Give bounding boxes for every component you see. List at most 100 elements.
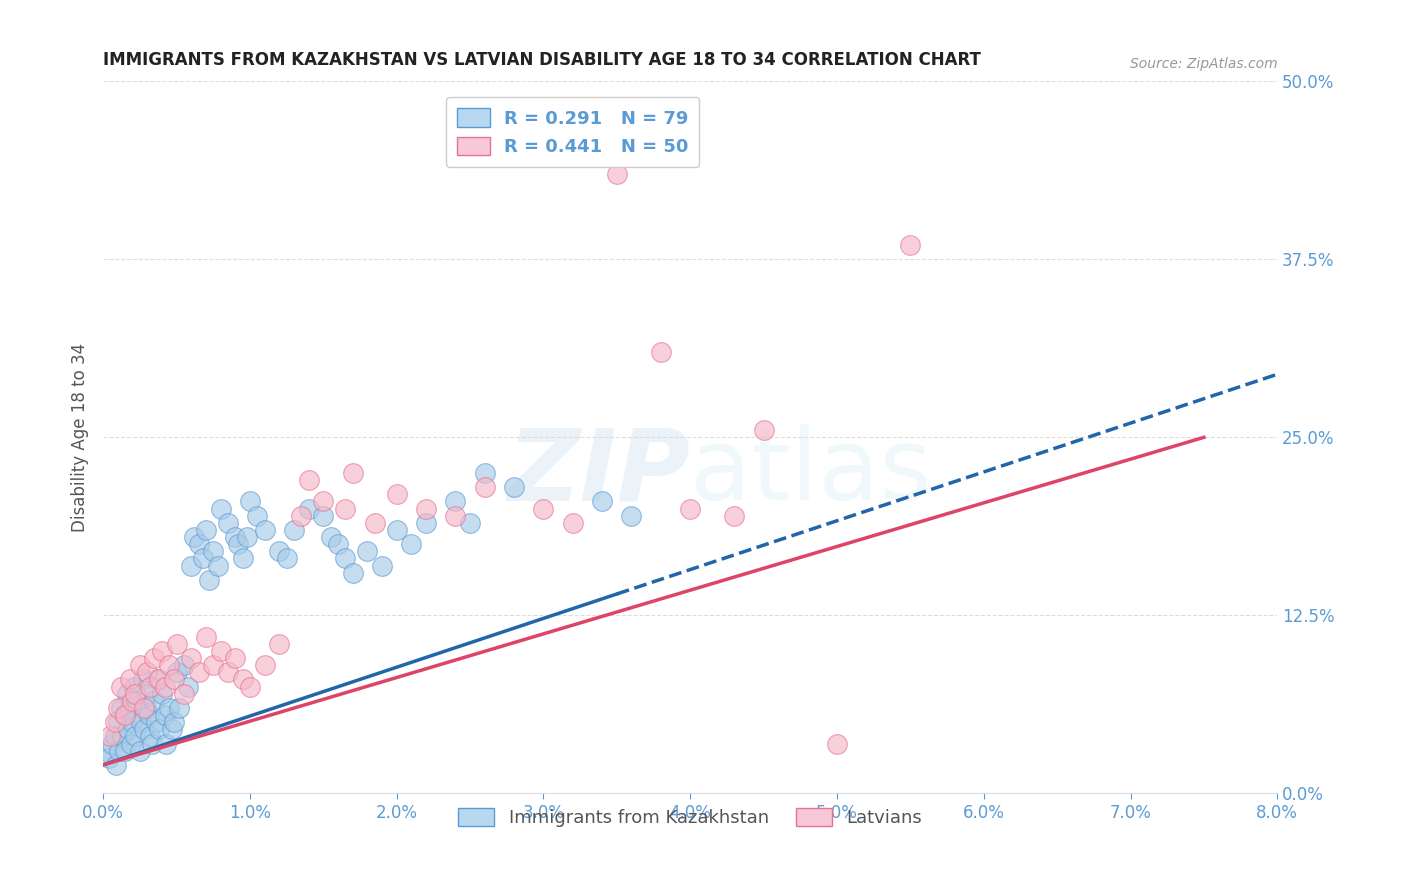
Point	[474, 466, 496, 480]
Point	[217, 516, 239, 530]
Point	[169, 701, 191, 715]
Point	[723, 508, 745, 523]
Point	[114, 744, 136, 758]
Point	[561, 516, 583, 530]
Point	[356, 544, 378, 558]
Point	[226, 537, 249, 551]
Point	[110, 701, 132, 715]
Point	[148, 673, 170, 687]
Point	[209, 501, 232, 516]
Point	[162, 673, 184, 687]
Point	[825, 737, 848, 751]
Point	[202, 658, 225, 673]
Point	[108, 744, 131, 758]
Point	[191, 551, 214, 566]
Point	[209, 644, 232, 658]
Point	[125, 694, 148, 708]
Point	[246, 508, 269, 523]
Point	[155, 737, 177, 751]
Point	[290, 508, 312, 523]
Point	[136, 687, 159, 701]
Point	[173, 687, 195, 701]
Point	[239, 680, 262, 694]
Point	[118, 673, 141, 687]
Point	[650, 345, 672, 359]
Point	[224, 530, 246, 544]
Point	[385, 523, 408, 537]
Point	[180, 558, 202, 573]
Text: ZIP: ZIP	[508, 425, 690, 522]
Point	[312, 508, 335, 523]
Point	[269, 637, 291, 651]
Point	[173, 658, 195, 673]
Point	[120, 737, 142, 751]
Point	[128, 658, 150, 673]
Point	[335, 551, 357, 566]
Point	[187, 537, 209, 551]
Point	[363, 516, 385, 530]
Point	[297, 501, 319, 516]
Point	[207, 558, 229, 573]
Point	[458, 516, 481, 530]
Point	[146, 673, 169, 687]
Point	[104, 715, 127, 730]
Point	[253, 523, 276, 537]
Point	[236, 530, 259, 544]
Point	[297, 473, 319, 487]
Point	[224, 651, 246, 665]
Point	[117, 723, 139, 737]
Point	[134, 723, 156, 737]
Point	[444, 494, 467, 508]
Point	[474, 480, 496, 494]
Point	[187, 665, 209, 680]
Text: atlas: atlas	[690, 425, 932, 522]
Point	[194, 630, 217, 644]
Point	[239, 494, 262, 508]
Point	[110, 680, 132, 694]
Point	[145, 715, 167, 730]
Point	[312, 494, 335, 508]
Point	[157, 701, 180, 715]
Point	[180, 651, 202, 665]
Point	[342, 566, 364, 580]
Point	[101, 737, 124, 751]
Point	[150, 687, 173, 701]
Point	[124, 730, 146, 744]
Point	[591, 494, 613, 508]
Point	[177, 680, 200, 694]
Point	[135, 701, 157, 715]
Point	[104, 730, 127, 744]
Point	[283, 523, 305, 537]
Point	[107, 701, 129, 715]
Point	[202, 544, 225, 558]
Point	[319, 530, 342, 544]
Point	[898, 238, 921, 252]
Point	[253, 658, 276, 673]
Text: Source: ZipAtlas.com: Source: ZipAtlas.com	[1129, 57, 1277, 70]
Point	[326, 537, 349, 551]
Point	[122, 680, 145, 694]
Point	[385, 487, 408, 501]
Point	[124, 687, 146, 701]
Point	[342, 466, 364, 480]
Point	[141, 737, 163, 751]
Point	[118, 701, 141, 715]
Point	[98, 750, 121, 764]
Text: IMMIGRANTS FROM KAZAKHSTAN VS LATVIAN DISABILITY AGE 18 TO 34 CORRELATION CHART: IMMIGRANTS FROM KAZAKHSTAN VS LATVIAN DI…	[103, 51, 981, 69]
Point	[415, 501, 437, 516]
Point	[150, 644, 173, 658]
Point	[160, 723, 183, 737]
Point	[111, 730, 134, 744]
Point	[415, 516, 437, 530]
Point	[752, 423, 775, 437]
Point	[606, 167, 628, 181]
Point	[143, 651, 166, 665]
Point	[121, 715, 143, 730]
Point	[503, 480, 526, 494]
Point	[148, 723, 170, 737]
Point	[401, 537, 423, 551]
Point	[444, 508, 467, 523]
Point	[114, 708, 136, 723]
Point	[166, 637, 188, 651]
Point	[134, 701, 156, 715]
